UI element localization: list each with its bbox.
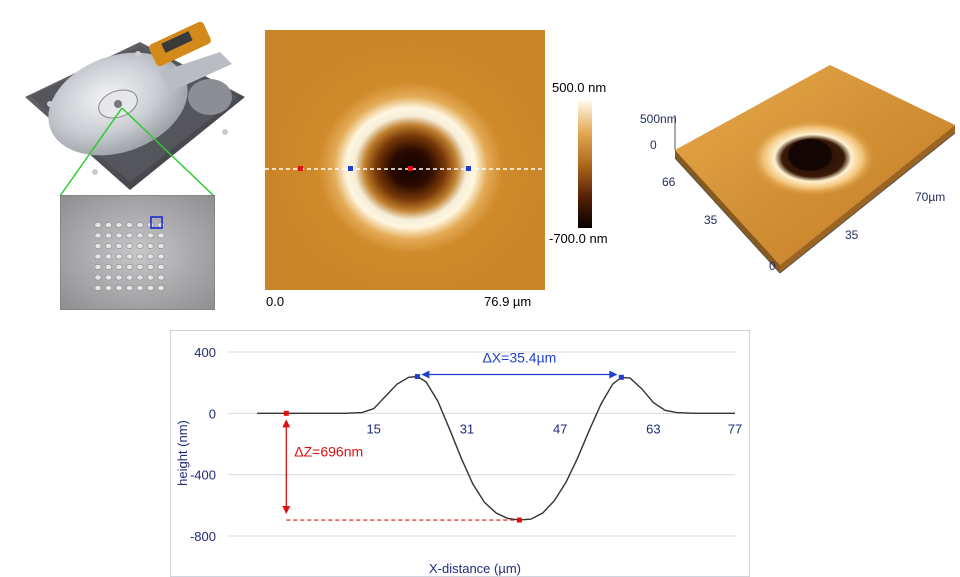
afm3d-y-zero: 0: [769, 259, 776, 273]
micro-dot: [94, 222, 102, 228]
micro-dot: [126, 253, 134, 260]
y-tick-label: -800: [190, 529, 216, 544]
micro-dot: [115, 264, 123, 270]
micro-dot: [136, 222, 144, 228]
micro-dot: [115, 285, 123, 291]
micro-dot: [136, 274, 144, 281]
afm3d-z-zero: 0: [650, 138, 657, 152]
y-axis-label: height (nm): [175, 420, 190, 486]
color-scale-bar: [578, 100, 592, 228]
dx-annotation: ΔX=35.4µm: [482, 350, 556, 366]
height-profile-line: [257, 375, 735, 521]
afm3d-x-mid: 35: [845, 228, 859, 242]
afm-markers: [298, 166, 471, 171]
afm3d-y-mid: 35: [704, 213, 718, 227]
x-axis-label: X-distance (µm): [429, 561, 521, 576]
micro-dot: [94, 285, 102, 291]
colorbar-min-label: -700.0 nm: [549, 231, 608, 246]
micro-dot: [94, 243, 102, 249]
y-tick-label: -400: [190, 468, 216, 483]
afm-2d-image: [265, 30, 545, 290]
micro-dot: [126, 222, 134, 228]
colorbar-max-label: 500.0 nm: [552, 80, 607, 95]
dx-arrowhead-right: [609, 370, 618, 379]
x-tick-label: 31: [460, 421, 474, 436]
micro-dot: [157, 243, 165, 249]
micro-dot: [157, 253, 165, 260]
afm3d-z-label: 500nm: [640, 112, 677, 126]
micro-dot: [94, 274, 102, 281]
micro-dot: [147, 232, 155, 239]
micro-dot: [157, 274, 165, 281]
afm-3d-image: [674, 65, 956, 274]
micro-dot: [115, 274, 123, 281]
micro-dot: [126, 232, 134, 239]
micro-dot: [136, 264, 144, 270]
micro-dot: [104, 285, 112, 291]
dz-arrowhead-top: [282, 419, 291, 428]
afm2d-x-start: 0.0: [266, 294, 285, 309]
x-tick-label: 77: [728, 421, 742, 436]
micro-dot: [136, 232, 144, 239]
dx-arrowhead-left: [421, 370, 430, 379]
micro-dot: [147, 285, 155, 291]
hard-disk-image: [25, 21, 245, 190]
y-axis-ticks: 400 0 -400 -800: [190, 345, 216, 544]
profile-marker: [283, 410, 289, 416]
micro-dot: [157, 264, 165, 270]
micro-dot: [157, 232, 165, 239]
micro-dot: [115, 253, 123, 260]
micro-dot: [157, 285, 165, 291]
micro-dot: [104, 243, 112, 249]
micro-dot: [136, 285, 144, 291]
afm2d-x-end: 76.9 µm: [484, 294, 532, 309]
profile-marker: [516, 517, 522, 523]
micro-dot: [115, 243, 123, 249]
micro-dot: [157, 222, 165, 228]
micro-dot: [104, 274, 112, 281]
micro-dot: [147, 253, 155, 260]
micro-dot: [147, 243, 155, 249]
micro-dot: [126, 285, 134, 291]
chart-annotations: ΔX=35.4µm ΔZ=696nm: [282, 350, 618, 521]
micro-dot: [136, 253, 144, 260]
chart-markers: [283, 374, 624, 523]
dz-arrowhead-bottom: [282, 506, 291, 515]
micro-dot: [94, 253, 102, 260]
micro-dot: [126, 274, 134, 281]
micrograph-image: [60, 195, 215, 310]
micro-dot: [104, 232, 112, 239]
x-axis-ticks: 15 31 47 63 77: [366, 421, 742, 436]
dz-annotation: ΔZ=696nm: [294, 444, 363, 460]
height-profile-chart: 400 0 -400 -800 15 31 47 63 77 ΔX=35.4µm ΔZ=696n…: [170, 330, 750, 577]
micro-dot: [94, 232, 102, 239]
micro-dot: [126, 243, 134, 249]
x-tick-label: 15: [366, 421, 380, 436]
afm3d-x-end: 70µm: [915, 190, 946, 204]
micro-dot: [126, 264, 134, 270]
y-tick-label: 400: [194, 345, 216, 360]
selection-box: [150, 216, 163, 229]
x-tick-label: 63: [646, 421, 660, 436]
micro-dot: [115, 232, 123, 239]
afm3d-y-top: 66: [662, 175, 676, 189]
micro-dot: [147, 264, 155, 270]
micro-dot: [104, 222, 112, 228]
y-tick-label: 0: [209, 406, 216, 421]
micro-dot: [94, 264, 102, 270]
micro-dot: [104, 253, 112, 260]
micro-dot: [104, 264, 112, 270]
profile-marker: [414, 374, 420, 380]
micro-dot: [147, 274, 155, 281]
profile-marker: [618, 374, 624, 380]
micro-dot: [115, 222, 123, 228]
micro-dot: [136, 243, 144, 249]
x-tick-label: 47: [553, 421, 567, 436]
